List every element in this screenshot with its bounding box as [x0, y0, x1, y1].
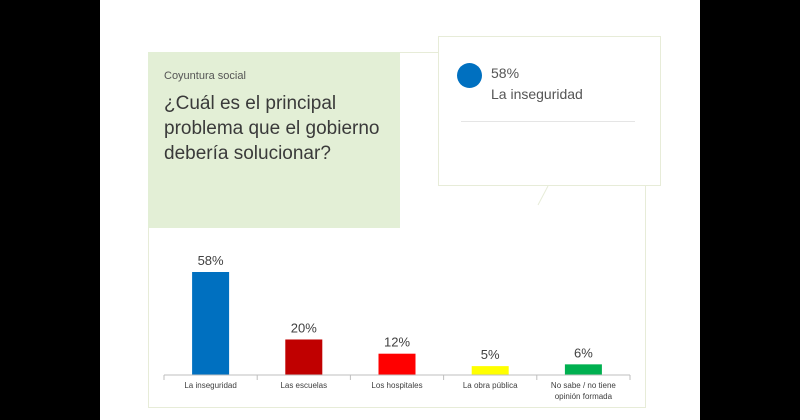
bar-1	[192, 272, 230, 375]
value-labels-group: 58% 20% 12% 5% 6%	[198, 253, 594, 362]
section-kicker: Coyuntura social	[164, 70, 246, 82]
bar-3	[378, 353, 416, 375]
blue-dot-icon	[457, 63, 482, 88]
title-box: Coyuntura social ¿Cuál es el principal p…	[148, 52, 400, 228]
bar-value-label: 20%	[291, 320, 317, 335]
category-label: Los hospitales	[371, 381, 422, 390]
callout-divider	[461, 121, 635, 122]
category-label: La inseguridad	[184, 381, 236, 390]
callout-value: 58%	[491, 65, 520, 81]
category-label: No sabe / no tiene	[551, 381, 616, 390]
bar-value-label: 5%	[481, 347, 500, 362]
bar-2	[285, 339, 323, 375]
bar-chart: 58% 20% 12% 5% 6% La inseguridad Las escuelas…	[163, 185, 631, 401]
highlight-callout: 58% La inseguridad	[438, 36, 661, 186]
bar-4	[471, 366, 509, 375]
bar-value-label: 58%	[198, 253, 224, 268]
bars-group	[192, 272, 602, 375]
x-ticks-group	[163, 375, 631, 380]
category-label: opinión formada	[555, 392, 613, 401]
bar-value-label: 12%	[384, 335, 410, 350]
callout-connector	[537, 185, 549, 206]
bar-value-label: 6%	[574, 345, 593, 360]
category-label: La obra pública	[463, 381, 518, 390]
category-label: Las escuelas	[280, 381, 327, 390]
chart-question: ¿Cuál es el principal problema que el go…	[164, 93, 380, 164]
category-labels-group: La inseguridad Las escuelas Los hospitales…	[184, 381, 616, 401]
callout-label: La inseguridad	[491, 86, 583, 102]
slide: 58% 20% 12% 5% 6% La inseguridad Las escuelas…	[100, 0, 700, 420]
bar-5	[564, 364, 602, 375]
